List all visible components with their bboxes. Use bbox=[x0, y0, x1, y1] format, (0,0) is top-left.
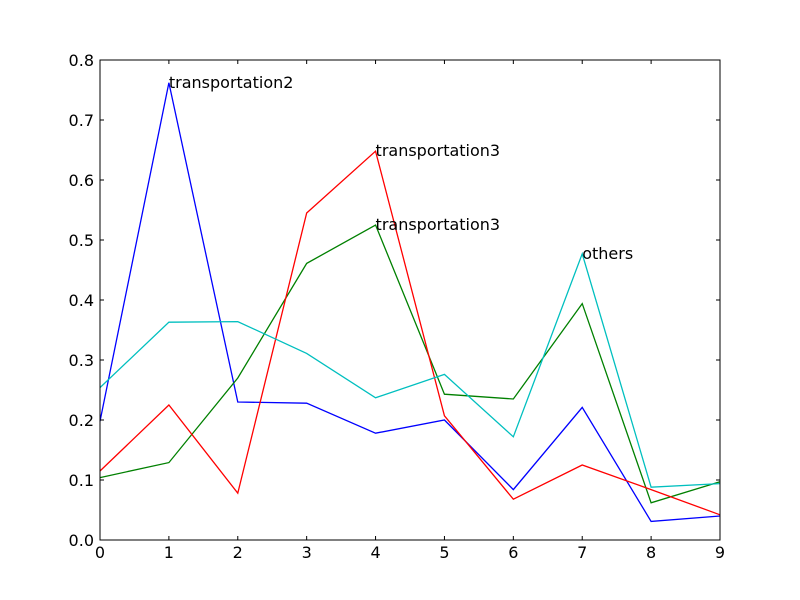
y-tick-label: 0.7 bbox=[69, 111, 94, 130]
y-tick-label: 0.2 bbox=[69, 411, 94, 430]
axis-layer: 0 1 2 3 4 5 6 7 8 9 0.0 0.1 0.2 0.3 0.4 0.5 0.6 0.7 0.8 bbox=[69, 51, 726, 562]
y-tick-label: 0.1 bbox=[69, 471, 94, 490]
y-tick-label: 0.3 bbox=[69, 351, 94, 370]
annotation-label: others bbox=[582, 244, 633, 263]
x-tick-label: 2 bbox=[233, 543, 243, 562]
x-tick-label: 3 bbox=[302, 543, 312, 562]
x-tick-label: 7 bbox=[577, 543, 587, 562]
x-tick-label: 1 bbox=[164, 543, 174, 562]
annotation-label: transportation3 bbox=[376, 141, 501, 160]
series-layer bbox=[99, 82, 721, 523]
plot-background bbox=[100, 60, 720, 540]
y-tick-label: 0.0 bbox=[69, 531, 94, 550]
series-line-3 bbox=[99, 150, 721, 516]
series-line-4 bbox=[99, 251, 721, 488]
series-line-1 bbox=[99, 82, 721, 523]
y-tick-label: 0.4 bbox=[69, 291, 94, 310]
x-tick-label: 6 bbox=[508, 543, 518, 562]
x-tick-label: 9 bbox=[715, 543, 725, 562]
y-tick-label: 0.5 bbox=[69, 231, 94, 250]
series-line-2 bbox=[99, 224, 721, 504]
plot-frame bbox=[99, 59, 721, 541]
annotation-label: transportation3 bbox=[376, 215, 501, 234]
annotation-label: transportation2 bbox=[169, 73, 294, 92]
annotation-layer: transportation2 transportation3 transporta… bbox=[169, 73, 633, 263]
x-tick-label: 4 bbox=[370, 543, 380, 562]
x-tick-label: 5 bbox=[439, 543, 449, 562]
x-tick-label: 0 bbox=[95, 543, 105, 562]
x-tick-label: 8 bbox=[646, 543, 656, 562]
y-tick-label: 0.8 bbox=[69, 51, 94, 70]
y-tick-label: 0.6 bbox=[69, 171, 94, 190]
